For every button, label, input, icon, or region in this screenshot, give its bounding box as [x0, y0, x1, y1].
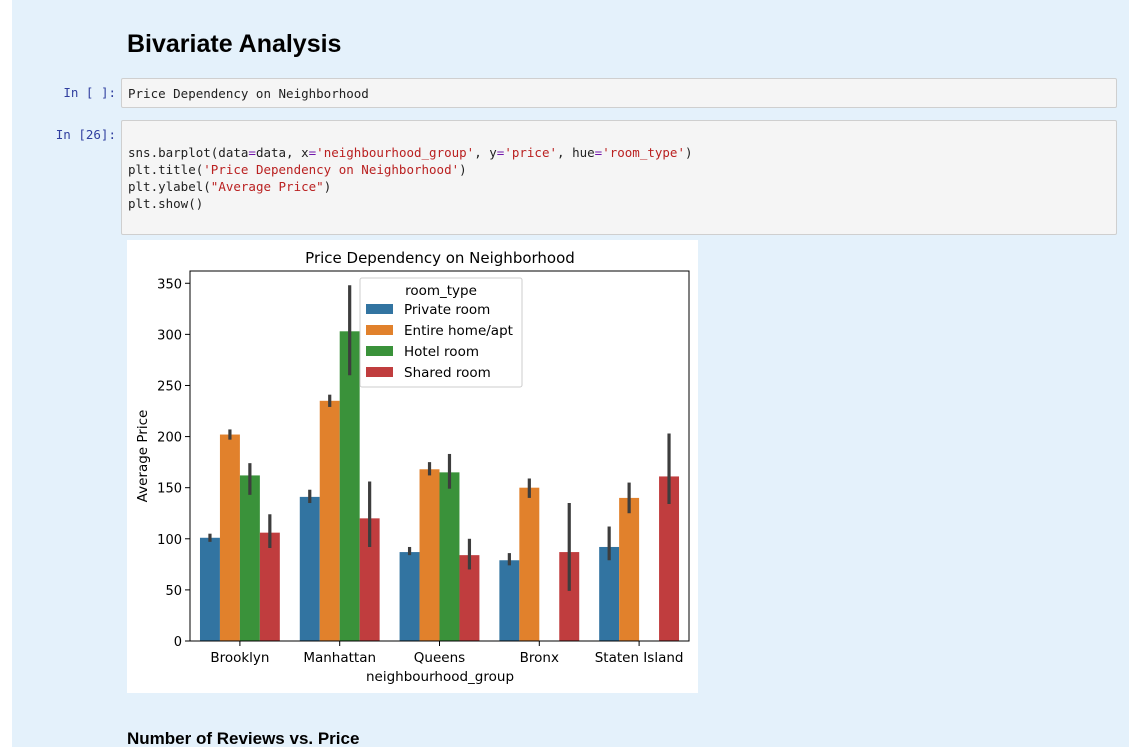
code-token: =: [594, 145, 603, 160]
code-token: ): [684, 145, 693, 160]
bar: [319, 400, 340, 641]
x-tick-label: Queens: [414, 650, 465, 666]
bar: [519, 487, 540, 641]
code-line: Price Dependency on Neighborhood: [128, 86, 369, 101]
code-token: ): [323, 179, 332, 194]
cell-prompt: In [26]:: [55, 127, 116, 142]
code-line: sns.barplot(data=data, x='neighbourhood_…: [128, 144, 1110, 161]
x-tick-label: Manhattan: [303, 650, 376, 666]
legend-box: [359, 277, 523, 388]
bar: [359, 518, 380, 641]
y-tick-label: 250: [157, 379, 182, 394]
y-tick-label: 150: [157, 482, 182, 497]
legend-swatch: [366, 367, 393, 377]
code-cell-input[interactable]: Price Dependency on Neighborhood: [121, 78, 1117, 108]
bar: [339, 331, 360, 641]
y-tick-label: 300: [157, 328, 182, 343]
code-token: 'room_type': [602, 145, 685, 160]
x-tick-label: Bronx: [520, 650, 559, 666]
chart-title: Price Dependency on Neighborhood: [305, 249, 575, 267]
bar: [239, 475, 260, 641]
bar: [439, 472, 460, 641]
code-token: plt.show(): [128, 196, 204, 211]
y-tick-label: 100: [157, 533, 182, 548]
code-token: , hue: [557, 145, 595, 160]
code-token: =: [308, 145, 317, 160]
legend-item-label: Entire home/apt: [404, 323, 513, 339]
code-token: plt.title(: [128, 162, 204, 177]
code-token: "Average Price": [210, 179, 324, 194]
code-line: plt.show(): [128, 195, 1110, 212]
y-axis-label: Average Price: [135, 410, 151, 503]
y-tick-label: 200: [157, 431, 182, 446]
x-tick-label: Staten Island: [595, 650, 684, 666]
bar: [459, 555, 480, 641]
legend-item-label: Shared room: [404, 365, 491, 381]
code-token: , y: [474, 145, 497, 160]
code-token: 'Price Dependency on Neighborhood': [203, 162, 460, 177]
bar: [399, 552, 420, 641]
x-tick-label: Brooklyn: [210, 650, 269, 666]
y-tick-label: 0: [174, 635, 182, 650]
section-heading: Bivariate Analysis: [127, 30, 342, 58]
code-token: data, x: [255, 145, 309, 160]
code-token: ): [459, 162, 467, 177]
bar: [219, 434, 240, 641]
legend-item-label: Private room: [404, 302, 490, 318]
bar: [619, 497, 640, 641]
code-token: 'price': [504, 145, 558, 160]
bar: [599, 546, 620, 641]
chart-output: Price Dependency on Neighborhood 0 50 100 1…: [127, 240, 698, 693]
code-token: sns.barplot(data: [128, 145, 249, 160]
y-tick-label: 50: [165, 584, 182, 599]
code-token: =: [248, 145, 256, 160]
bar-chart: Price Dependency on Neighborhood 0 50 100 1…: [135, 249, 690, 685]
legend-item-label: Hotel room: [404, 344, 479, 360]
code-line: plt.title('Price Dependency on Neighborh…: [128, 161, 1110, 178]
code-line: plt.ylabel("Average Price"): [128, 178, 1110, 195]
legend-swatch: [366, 304, 393, 314]
next-section-heading: Number of Reviews vs. Price: [127, 729, 360, 748]
legend-title: room_type: [405, 283, 477, 299]
bar: [259, 532, 280, 641]
bar: [559, 552, 580, 641]
code-token: 'neighbourhood_group': [316, 145, 475, 160]
code-cell-input[interactable]: sns.barplot(data=data, x='neighbourhood_…: [121, 120, 1117, 235]
cell-prompt: In [ ]:: [63, 85, 116, 100]
x-axis-label: neighbourhood_group: [366, 669, 514, 685]
chart-legend: room_type Private room Entire home/apt Hot…: [359, 277, 523, 388]
bar: [419, 469, 440, 641]
code-token: plt.ylabel(: [128, 179, 211, 194]
y-tick-label: 350: [157, 277, 182, 292]
bar: [499, 560, 520, 641]
bar: [199, 537, 220, 641]
code-token: =: [496, 145, 505, 160]
legend-swatch: [366, 325, 393, 335]
bar: [299, 496, 320, 641]
bar: [659, 476, 680, 641]
legend-swatch: [366, 346, 393, 356]
